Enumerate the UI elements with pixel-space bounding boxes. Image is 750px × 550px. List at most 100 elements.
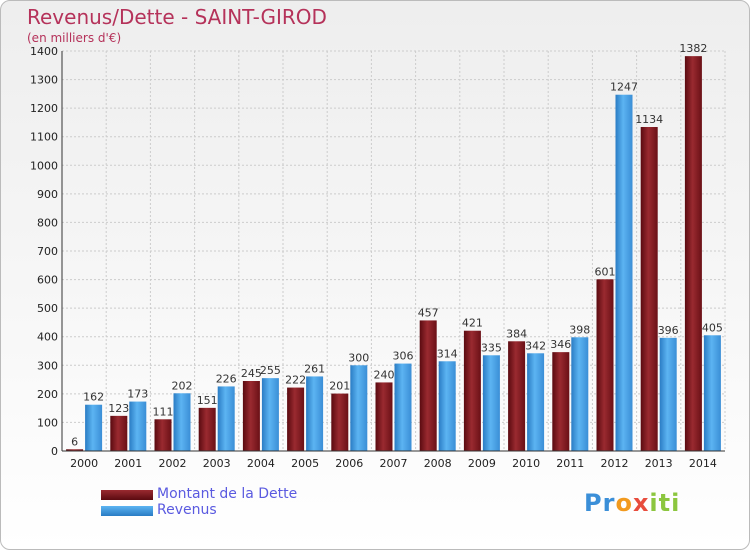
bar-debt [552,352,570,451]
axes: 0 100 200 300 400 500 600 700 800 900 1000 1100 1200… [30,45,725,470]
y-tick-label: 100 [37,416,58,429]
data-label-debt: 201 [329,380,350,393]
y-tick-label: 900 [37,188,58,201]
data-label-revenue: 162 [83,391,104,404]
bar-revenue [306,376,324,451]
data-label-revenue: 261 [304,362,325,375]
proxiti-logo: Proxiti [584,489,681,517]
data-label-debt: 245 [241,367,262,380]
data-label-debt: 601 [595,265,616,278]
data-label-revenue: 396 [658,324,679,337]
bars [66,56,721,452]
bar-revenue [659,337,677,451]
x-tick-label: 2003 [203,457,231,470]
bar-revenue [217,386,235,451]
bar-revenue [261,378,279,451]
bar-revenue [482,355,500,451]
y-tick-label: 200 [37,388,58,401]
x-tick-label: 2014 [689,457,717,470]
data-label-revenue: 202 [172,379,193,392]
data-label-revenue: 1247 [610,81,638,94]
bar-debt [463,330,481,451]
y-tick-label: 1000 [30,159,58,172]
bar-debt [154,419,172,451]
bar-debt [287,387,305,451]
bar-revenue [527,353,545,451]
x-tick-label: 2013 [645,457,673,470]
x-tick-label: 2006 [335,457,363,470]
x-tick-label: 2009 [468,457,496,470]
y-tick-label: 300 [37,359,58,372]
bar-revenue [703,335,721,451]
y-tick-label: 1100 [30,131,58,144]
x-tick-label: 2000 [70,457,98,470]
bar-revenue [571,337,589,451]
y-tick-label: 1400 [30,45,58,58]
y-tick-label: 500 [37,302,58,315]
bar-debt [684,56,702,452]
bar-debt [596,279,614,451]
bar-debt [331,393,349,451]
bar-revenue [350,365,368,451]
x-tick-label: 2010 [512,457,540,470]
data-label-revenue: 255 [260,364,281,377]
legend-swatch-debt [101,490,153,500]
y-tick-label: 400 [37,331,58,344]
bar-debt [419,320,437,451]
data-label-revenue: 300 [348,351,369,364]
data-label-revenue: 226 [216,372,237,385]
x-tick-label: 2008 [424,457,452,470]
data-label-revenue: 314 [437,347,458,360]
legend-swatch-revenue [101,506,153,516]
bar-revenue [438,361,456,451]
bar-debt [242,381,260,451]
bar-revenue [173,393,191,451]
bar-debt [375,382,393,451]
x-tick-label: 2012 [601,457,629,470]
data-label-revenue: 342 [525,339,546,352]
x-tick-label: 2007 [380,457,408,470]
data-label-debt: 222 [285,374,306,387]
data-label-debt: 384 [506,327,527,340]
bar-debt [66,449,84,451]
data-label-debt: 6 [71,435,78,448]
bar-revenue [129,401,147,451]
data-label-debt: 151 [197,394,218,407]
data-label-debt: 240 [374,368,395,381]
x-tick-label: 2004 [247,457,275,470]
data-label-revenue: 306 [393,350,414,363]
data-label-debt: 421 [462,317,483,330]
data-label-debt: 457 [418,306,439,319]
x-tick-label: 2011 [556,457,584,470]
y-tick-label: 1300 [30,74,58,87]
x-tick-label: 2001 [114,457,142,470]
bar-revenue [85,404,103,451]
data-label-revenue: 398 [569,323,590,336]
bar-revenue [394,363,412,451]
y-tick-label: 800 [37,216,58,229]
data-label-debt: 123 [108,402,129,415]
legend-label-revenue: Revenus [157,502,217,518]
y-tick-label: 0 [51,445,58,458]
bar-debt [508,341,526,451]
y-tick-label: 600 [37,274,58,287]
x-tick-label: 2002 [159,457,187,470]
data-label-revenue: 335 [481,341,502,354]
y-tick-label: 700 [37,245,58,258]
data-label-debt: 1382 [679,42,707,55]
bar-debt [198,407,216,451]
chart-title: Revenus/Dette - SAINT-GIROD [27,5,327,29]
chart-subtitle: (en milliers d'€) [27,31,122,45]
x-tick-label: 2005 [291,457,319,470]
bar-revenue [615,94,633,451]
data-label-revenue: 405 [702,321,723,334]
bar-debt [640,127,658,451]
data-label-debt: 346 [550,338,571,351]
data-label-revenue: 173 [127,388,148,401]
data-label-debt: 1134 [635,113,663,126]
bar-debt [110,415,128,451]
legend-label-debt: Montant de la Dette [157,486,298,502]
